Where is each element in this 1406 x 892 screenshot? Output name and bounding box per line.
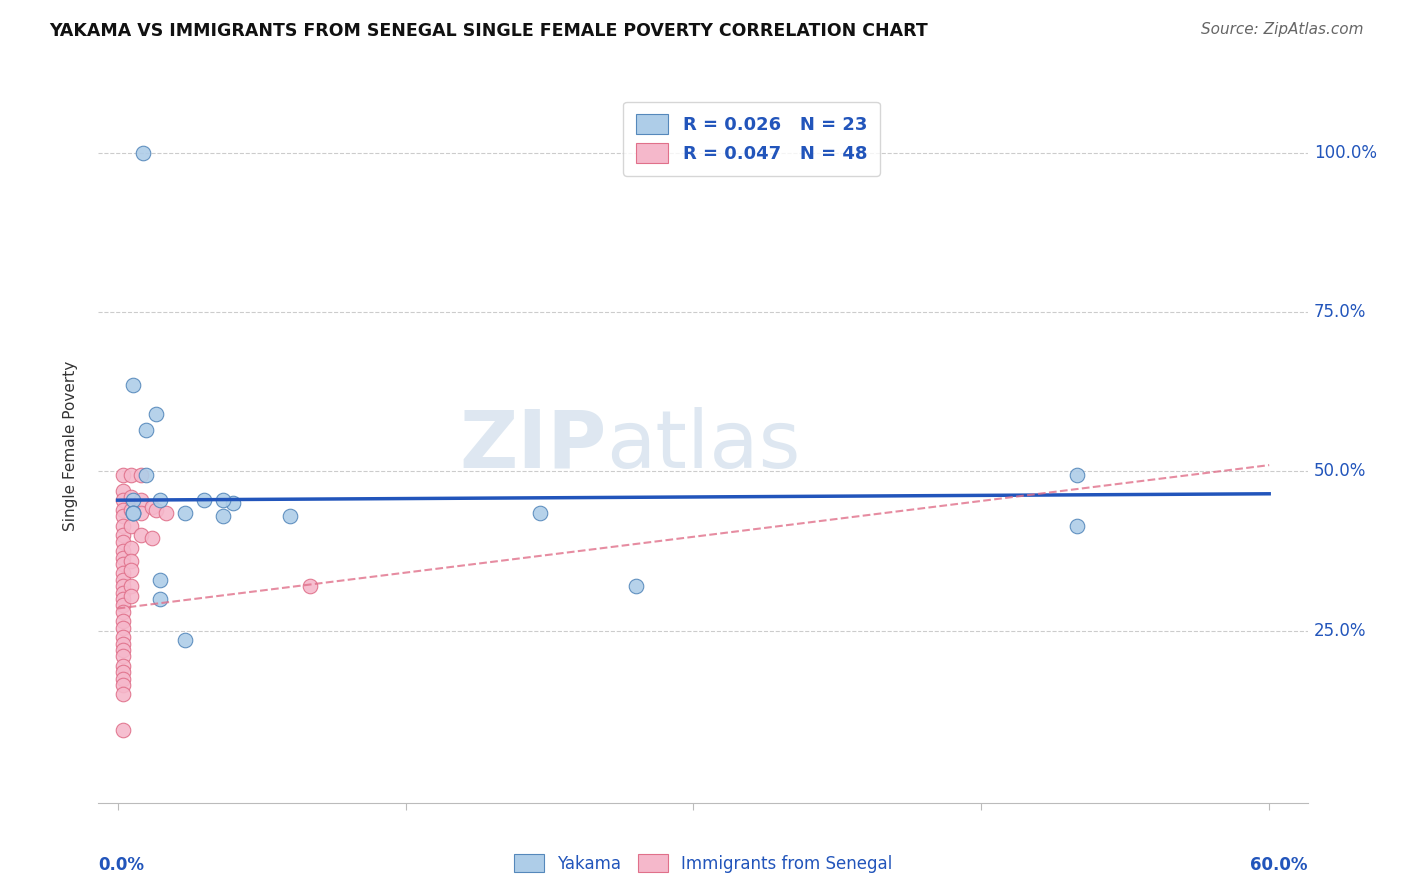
Legend: Yakama, Immigrants from Senegal: Yakama, Immigrants from Senegal — [508, 847, 898, 880]
Point — [112, 509, 135, 524]
Point — [112, 518, 135, 533]
Text: 0.0%: 0.0% — [98, 856, 145, 874]
Text: 100.0%: 100.0% — [1313, 144, 1376, 162]
Point — [112, 630, 135, 644]
Point — [149, 573, 172, 587]
Point — [173, 506, 195, 520]
Point — [122, 506, 145, 520]
Point — [112, 534, 135, 549]
Point — [112, 636, 135, 650]
Point — [1066, 467, 1088, 482]
Point — [145, 407, 167, 421]
Point — [129, 528, 152, 542]
Point — [112, 614, 135, 628]
Text: Source: ZipAtlas.com: Source: ZipAtlas.com — [1201, 22, 1364, 37]
Text: atlas: atlas — [606, 407, 800, 485]
Point — [112, 502, 135, 516]
Point — [135, 423, 157, 437]
Point — [120, 589, 142, 603]
Point — [298, 579, 321, 593]
Point — [112, 658, 135, 673]
Point — [135, 467, 157, 482]
Point — [112, 599, 135, 613]
Point — [112, 579, 135, 593]
Text: 60.0%: 60.0% — [1250, 856, 1308, 874]
Point — [173, 633, 195, 648]
Point — [122, 506, 145, 520]
Point — [112, 723, 135, 737]
Point — [131, 145, 153, 160]
Point — [112, 557, 135, 571]
Point — [112, 493, 135, 508]
Point — [120, 554, 142, 568]
Point — [141, 500, 163, 514]
Point — [149, 591, 172, 606]
Point — [624, 579, 647, 593]
Point — [112, 672, 135, 686]
Point — [112, 688, 135, 702]
Point — [212, 493, 235, 508]
Point — [141, 532, 163, 546]
Point — [212, 509, 235, 524]
Point — [112, 665, 135, 680]
Point — [112, 483, 135, 498]
Text: 75.0%: 75.0% — [1313, 303, 1367, 321]
Point — [122, 378, 145, 392]
Text: 50.0%: 50.0% — [1313, 462, 1367, 481]
Point — [222, 496, 245, 510]
Point — [112, 467, 135, 482]
Point — [112, 528, 135, 542]
Point — [129, 467, 152, 482]
Point — [120, 579, 142, 593]
Point — [112, 678, 135, 692]
Point — [122, 506, 145, 520]
Point — [112, 550, 135, 565]
Point — [129, 493, 152, 508]
Point — [112, 643, 135, 657]
Point — [145, 502, 167, 516]
Point — [120, 563, 142, 577]
Point — [193, 493, 215, 508]
Point — [149, 493, 172, 508]
Point — [529, 506, 551, 520]
Point — [129, 506, 152, 520]
Point — [120, 502, 142, 516]
Point — [120, 490, 142, 504]
Text: 25.0%: 25.0% — [1313, 622, 1367, 640]
Point — [112, 605, 135, 619]
Point — [112, 573, 135, 587]
Point — [120, 541, 142, 555]
Point — [122, 493, 145, 508]
Point — [280, 509, 302, 524]
Point — [120, 518, 142, 533]
Point — [120, 467, 142, 482]
Point — [155, 506, 177, 520]
Point — [112, 621, 135, 635]
Point — [112, 566, 135, 581]
Point — [112, 591, 135, 606]
Point — [112, 585, 135, 599]
Y-axis label: Single Female Poverty: Single Female Poverty — [63, 361, 77, 531]
Legend: R = 0.026   N = 23, R = 0.047   N = 48: R = 0.026 N = 23, R = 0.047 N = 48 — [623, 102, 880, 176]
Point — [1066, 518, 1088, 533]
Text: ZIP: ZIP — [458, 407, 606, 485]
Point — [112, 544, 135, 558]
Point — [112, 649, 135, 664]
Text: YAKAMA VS IMMIGRANTS FROM SENEGAL SINGLE FEMALE POVERTY CORRELATION CHART: YAKAMA VS IMMIGRANTS FROM SENEGAL SINGLE… — [49, 22, 928, 40]
